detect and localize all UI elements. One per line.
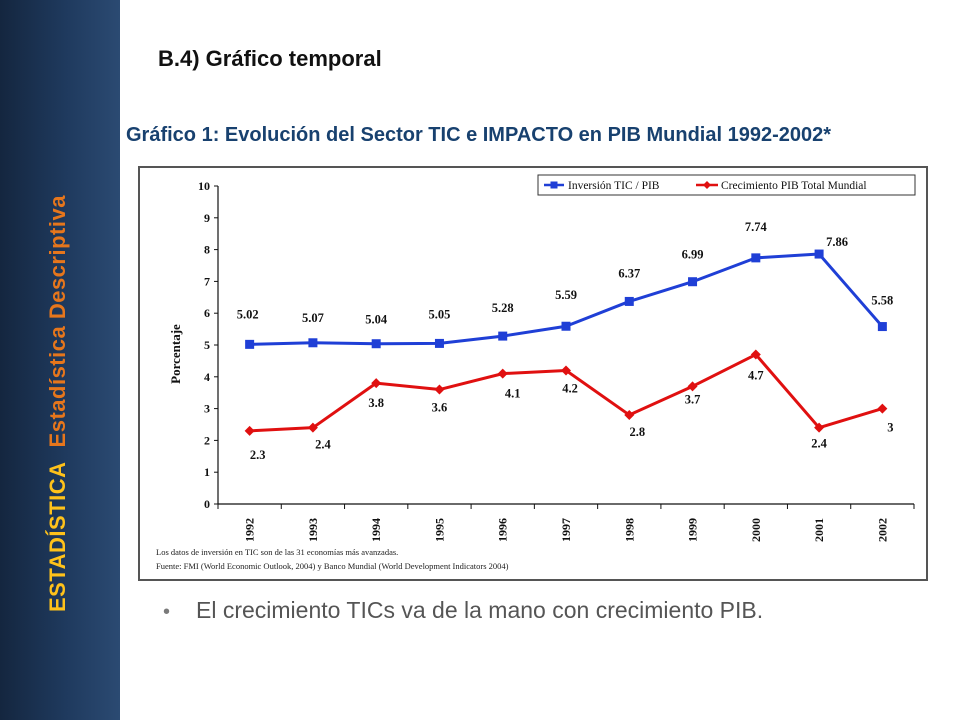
data-point-pib [307, 422, 318, 433]
y-tick-label: 7 [204, 274, 210, 288]
data-label-pib: 3 [887, 421, 893, 435]
y-axis-label-group: Porcentaje [168, 324, 183, 384]
data-point-tic [308, 338, 318, 348]
x-tick-label: 1992 [243, 518, 257, 542]
y-tick-label: 3 [204, 402, 210, 416]
x-tick-label: 2000 [749, 518, 763, 542]
data-label-tic: 5.58 [871, 294, 893, 308]
y-tick-label: 4 [204, 370, 210, 384]
chart-series: 5.02 5.07 5.04 5.05 5.28 5.59 6.37 6.99 7.74 7.86… [237, 220, 894, 462]
data-point-pib [497, 368, 508, 379]
data-label-tic: 5.02 [237, 307, 259, 321]
data-label-tic: 5.28 [492, 301, 514, 315]
line-chart: 0 1 2 3 4 5 6 7 8 9 10 1992 1993 1994 1995 1996 1997 1998… [156, 174, 916, 571]
x-tick-label: 2001 [812, 518, 826, 542]
x-tick-label: 1996 [496, 518, 510, 542]
data-point-tic [814, 249, 824, 259]
slide-title: B.4) Gráfico temporal [158, 46, 382, 71]
data-label-pib: 2.4 [811, 437, 827, 451]
data-point-tic [434, 338, 444, 348]
y-tick-label: 5 [204, 338, 210, 352]
data-label-tic: 6.37 [618, 266, 640, 280]
chart-frame: 0 1 2 3 4 5 6 7 8 9 10 1992 1993 1994 1995 1996 1997 1998… [138, 166, 928, 581]
data-point-pib [877, 403, 888, 414]
data-label-pib: 3.8 [368, 396, 384, 410]
data-point-pib [750, 349, 761, 360]
data-label-pib: 3.7 [685, 392, 701, 406]
sidebar-vertical-label: ESTADÍSTICA Estadística Descriptiva [45, 195, 71, 612]
x-tick-label: 1994 [369, 518, 383, 542]
data-point-tic [371, 339, 381, 349]
data-label-tic: 7.86 [826, 235, 848, 249]
chart-note: Los datos de inversión en TIC son de las… [156, 547, 398, 557]
x-tick-label: 2002 [875, 518, 889, 542]
data-point-tic [245, 339, 255, 349]
data-label-tic: 5.04 [365, 313, 388, 327]
data-label-pib: 4.2 [562, 381, 578, 395]
data-label-pib: 3.6 [432, 401, 448, 415]
data-label-tic: 5.07 [302, 311, 324, 325]
data-label-tic: 6.99 [682, 248, 704, 262]
data-label-pib: 4.7 [748, 369, 764, 383]
data-point-tic [498, 331, 508, 341]
bullet-point-icon: • [163, 601, 171, 623]
data-label-pib: 2.4 [315, 438, 331, 452]
data-point-pib [434, 384, 445, 395]
chart-axes: 0 1 2 3 4 5 6 7 8 9 10 1992 1993 1994 1995 1996 1997 1998… [198, 179, 915, 542]
data-point-tic [751, 253, 761, 263]
x-tick-label: 1995 [432, 518, 446, 542]
bullet-text: El crecimiento TICs va de la mano con cr… [196, 597, 764, 623]
chart-source: Fuente: FMI (World Economic Outlook, 200… [156, 561, 509, 571]
y-axis-label: Porcentaje [168, 324, 183, 384]
data-label-pib: 2.3 [250, 448, 266, 462]
data-point-tic [688, 277, 698, 287]
y-tick-label: 0 [204, 497, 210, 511]
legend-marker-tic [550, 181, 558, 189]
sidebar-main-label: ESTADÍSTICA [45, 461, 70, 612]
data-point-pib [814, 422, 825, 433]
data-label-tic: 5.59 [555, 288, 577, 302]
x-tick-label: 1997 [559, 518, 573, 542]
data-point-pib [687, 381, 698, 392]
y-tick-label: 8 [204, 243, 210, 257]
data-label-tic: 5.05 [429, 307, 451, 321]
y-tick-label: 2 [204, 433, 210, 447]
data-point-tic [561, 321, 571, 331]
data-label-pib: 2.8 [629, 425, 645, 439]
data-label-pib: 4.1 [505, 387, 521, 401]
data-point-pib [244, 425, 255, 436]
y-tick-label: 6 [204, 306, 210, 320]
x-tick-label: 1999 [686, 518, 700, 542]
sidebar: ESTADÍSTICA Estadística Descriptiva [0, 0, 120, 720]
data-point-tic [877, 322, 887, 332]
legend-marker-pib [703, 181, 711, 189]
sidebar-sub-label: Estadística Descriptiva [45, 195, 70, 448]
y-tick-label: 10 [198, 179, 210, 193]
data-point-pib [371, 378, 382, 389]
legend-label-pib: Crecimiento PIB Total Mundial [721, 180, 867, 192]
data-point-tic [624, 296, 634, 306]
data-point-pib [624, 409, 635, 420]
data-label-tic: 7.74 [745, 220, 768, 234]
legend-label-tic: Inversión TIC / PIB [568, 180, 660, 192]
x-tick-label: 1998 [622, 518, 636, 542]
x-tick-label: 1993 [306, 518, 320, 542]
chart-legend: Inversión TIC / PIB Crecimiento PIB Tota… [537, 174, 916, 196]
chart-title: Gráfico 1: Evolución del Sector TIC e IM… [126, 124, 831, 146]
data-point-pib [561, 365, 571, 376]
y-tick-label: 1 [204, 465, 210, 479]
y-tick-label: 9 [204, 211, 210, 225]
